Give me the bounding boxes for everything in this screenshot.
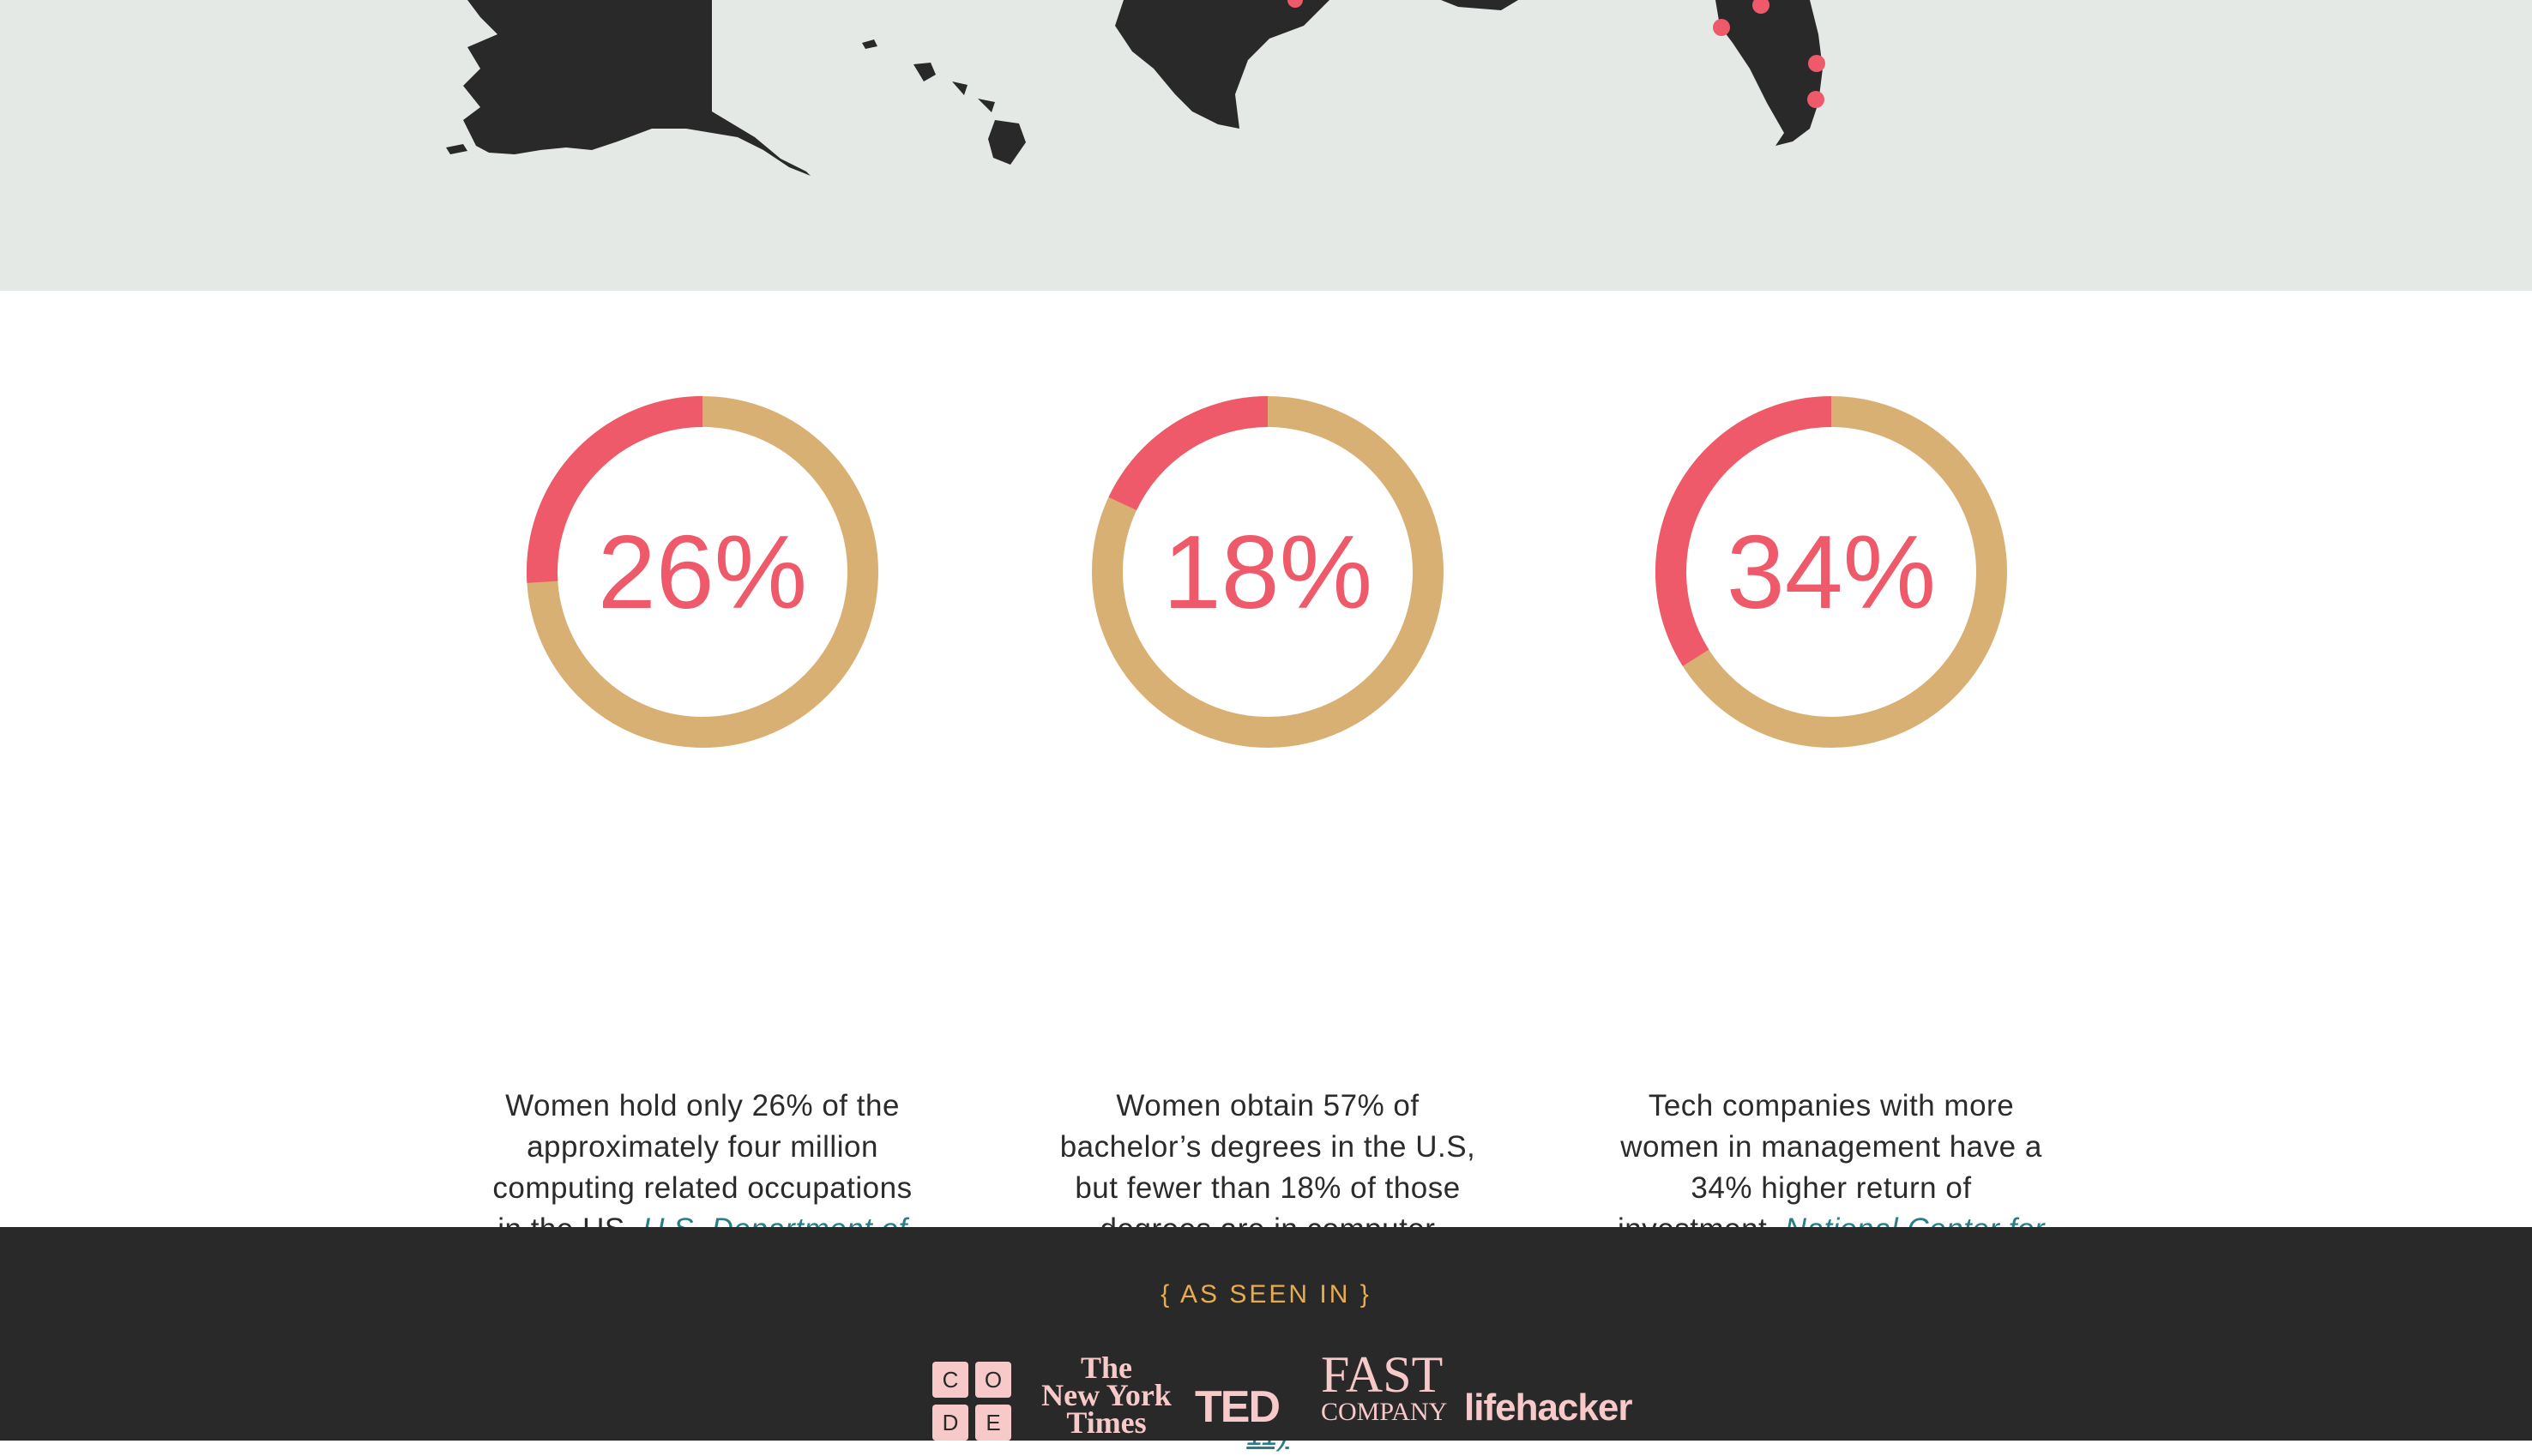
alaska-islands — [446, 111, 612, 154]
code-letter: O — [975, 1362, 1011, 1398]
map-dot — [1808, 55, 1825, 72]
footer: { AS SEEN IN } C O D E The New York Time… — [0, 1227, 2532, 1441]
footer-heading: { AS SEEN IN } — [1160, 1280, 1372, 1309]
texas — [1115, 0, 1329, 129]
donut-value-label: 34% — [1727, 514, 1936, 630]
map-section — [0, 0, 2532, 291]
map-dot — [1287, 0, 1303, 8]
nyt-line: The — [1080, 1351, 1132, 1385]
map-dot — [1713, 19, 1730, 36]
alaska — [463, 0, 811, 176]
donut-value-label: 26% — [598, 514, 807, 630]
nyt-line: New York — [1041, 1378, 1172, 1412]
map — [446, 0, 1825, 176]
code-letter: D — [932, 1405, 968, 1441]
nyt-line: Times — [1066, 1405, 1147, 1440]
hawaii — [862, 39, 1026, 165]
code-logo: C O D E — [932, 1362, 1015, 1441]
donut-arc — [1108, 396, 1269, 511]
donut-arc — [1655, 396, 1832, 666]
map-dot — [1752, 0, 1769, 14]
fast-company-logo: FAST COMPANY — [1321, 1346, 1448, 1431]
map-dot — [1807, 91, 1824, 108]
donut-chart-area: 26% 18% 34% — [527, 396, 2007, 748]
ted-logo: TED — [1195, 1382, 1281, 1432]
fast-company-line: COMPANY — [1321, 1398, 1448, 1426]
fast-company-line: FAST — [1321, 1346, 1444, 1403]
stat-description: Tech companies with more women in manage… — [1618, 1089, 2042, 1246]
louisiana — [1441, 0, 1518, 10]
donut-value-label: 18% — [1163, 514, 1372, 630]
florida — [1715, 0, 1823, 146]
nyt-logo: The New York Times — [1038, 1351, 1175, 1440]
stats-section: 26% 18% 34% Women hold only 26% of the app… — [0, 291, 2532, 1452]
code-letter: E — [975, 1405, 1011, 1441]
donut-arc — [527, 396, 703, 583]
lifehacker-logo: lifehacker — [1464, 1387, 1632, 1429]
code-letter: C — [932, 1362, 968, 1398]
